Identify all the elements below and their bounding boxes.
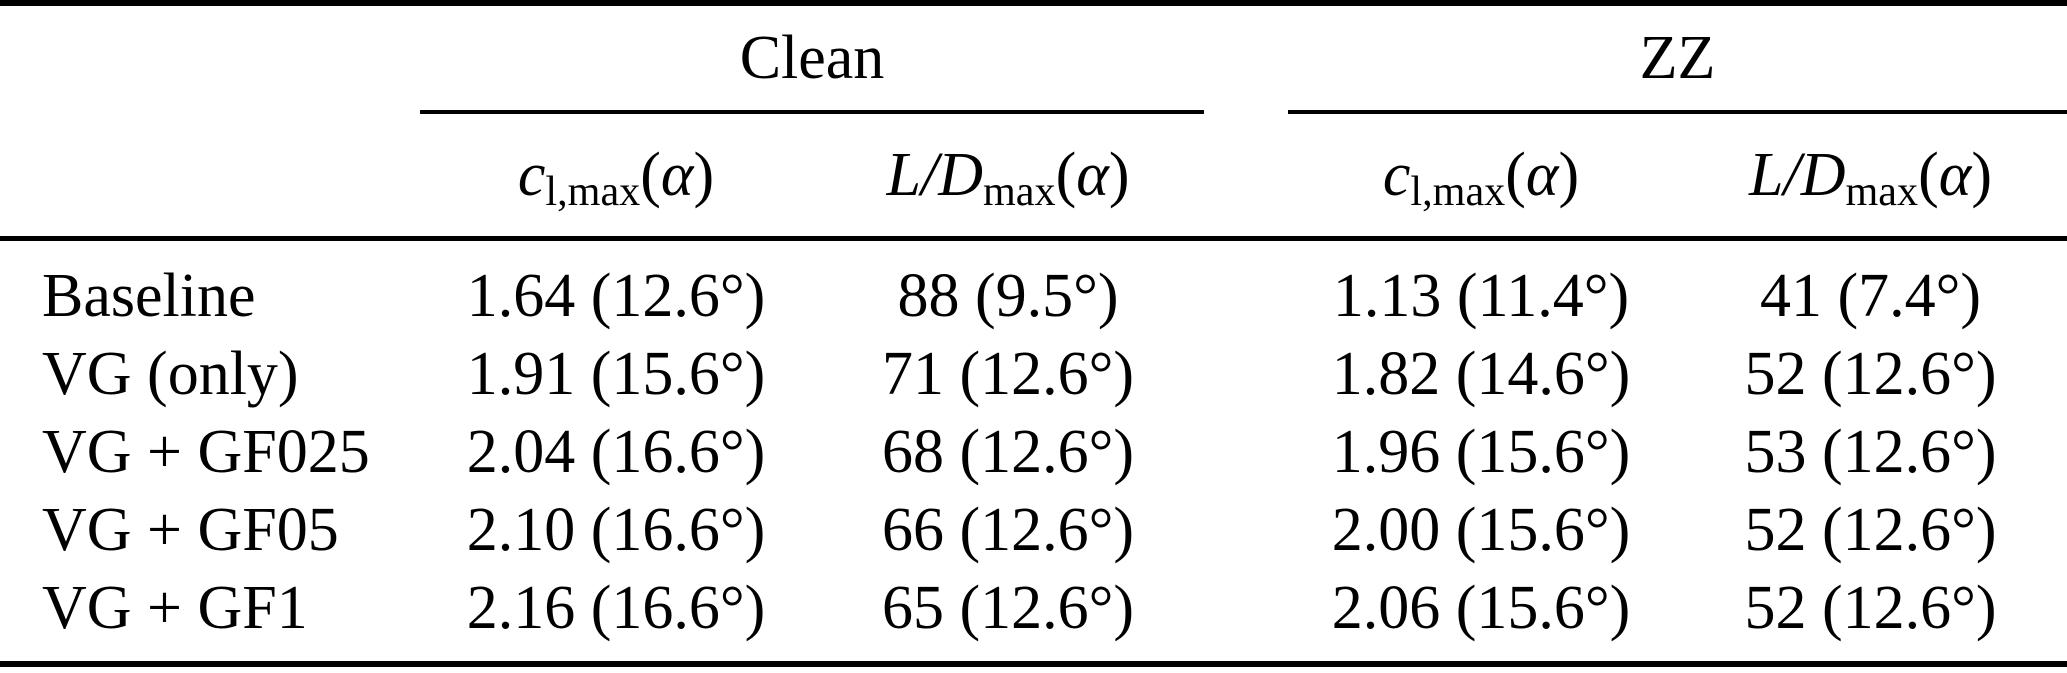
gap-cell xyxy=(1204,413,1288,491)
table-row-baseline: Baseline 1.64 (12.6°) 88 (9.5°) 1.13 (11… xyxy=(0,239,2067,336)
table-row-vg-gf025: VG + GF025 2.04 (16.6°) 68 (12.6°) 1.96 … xyxy=(0,413,2067,491)
group-header-clean: Clean xyxy=(420,3,1204,114)
math-var: L/D xyxy=(1749,140,1846,209)
cell-clean-ldmax: 65 (12.6°) xyxy=(812,569,1204,667)
math-paren-open: ( xyxy=(640,140,661,209)
cell-clean-ldmax: 71 (12.6°) xyxy=(881,339,1135,408)
math-subscript: l,max xyxy=(1410,167,1506,215)
row-label: VG + GF025 xyxy=(42,417,370,486)
cell-clean-clmax: 2.04 (16.6°) xyxy=(466,417,766,486)
cell-zz-ldmax: 52 (12.6°) xyxy=(1744,339,1997,408)
column-header-clmax-clean: cl,max(α) xyxy=(420,112,812,241)
math-alpha: α xyxy=(1938,140,1972,209)
gap-cell xyxy=(1204,491,1288,569)
math-alpha: α xyxy=(1076,140,1109,209)
cell-zz-ldmax: 52 (12.6°) xyxy=(1674,569,2067,667)
group-header-row: Clean ZZ xyxy=(0,3,2067,114)
group-header-zz-label: ZZ xyxy=(1639,23,1716,92)
gap-cell xyxy=(1204,569,1288,667)
cell-clean-clmax: 2.16 (16.6°) xyxy=(420,569,812,667)
math-alpha: α xyxy=(660,140,694,209)
cell-zz-clmax: 1.96 (15.6°) xyxy=(1331,417,1631,486)
math-paren-open: ( xyxy=(1055,140,1077,209)
cell-zz-ldmax: 52 (12.6°) xyxy=(1744,495,1997,564)
math-paren-close: ) xyxy=(1108,140,1130,209)
math-var: L/D xyxy=(886,140,984,209)
corner-cell xyxy=(0,3,420,112)
math-paren-close: ) xyxy=(693,140,715,209)
group-header-clean-label: Clean xyxy=(739,23,885,92)
column-header-ldmax-clean: L/Dmax(α) xyxy=(812,112,1204,241)
column-header-ldmax-zz: L/Dmax(α) xyxy=(1674,112,2067,241)
column-header-row: cl,max(α) L/Dmax(α) cl,max(α) L/Dmax(α) xyxy=(0,112,2067,241)
group-header-zz: ZZ xyxy=(1288,3,2067,114)
cell-clean-ldmax: 66 (12.6°) xyxy=(881,495,1135,564)
cell-zz-clmax: 1.13 (11.4°) xyxy=(1332,261,1630,330)
cell-zz-clmax: 2.00 (15.6°) xyxy=(1331,495,1631,564)
column-header-clmax-zz: cl,max(α) xyxy=(1288,112,1674,241)
table-row-vg-gf1: VG + GF1 2.16 (16.6°) 65 (12.6°) 2.06 (1… xyxy=(0,569,2067,667)
math-subscript: l,max xyxy=(545,167,641,215)
table-row-vg-only: VG (only) 1.91 (15.6°) 71 (12.6°) 1.82 (… xyxy=(0,335,2067,413)
cell-zz-ldmax: 41 (7.4°) xyxy=(1759,261,1982,330)
column-header-gap xyxy=(1204,112,1288,241)
cell-zz-ldmax: 53 (12.6°) xyxy=(1744,417,1997,486)
row-label: VG + GF1 xyxy=(0,569,420,667)
math-paren-close: ) xyxy=(1971,140,1992,209)
math-var: c xyxy=(1382,140,1411,209)
row-label: VG + GF05 xyxy=(42,495,339,564)
column-header-empty xyxy=(0,112,420,241)
cell-clean-ldmax: 88 (9.5°) xyxy=(897,261,1119,330)
math-var: c xyxy=(517,140,546,209)
gap-cell xyxy=(1204,239,1288,336)
cell-zz-clmax: 1.82 (14.6°) xyxy=(1331,339,1631,408)
cell-clean-clmax: 1.64 (12.6°) xyxy=(466,261,766,330)
row-label: VG (only) xyxy=(42,339,299,408)
math-paren-open: ( xyxy=(1918,140,1939,209)
row-label: Baseline xyxy=(42,261,256,330)
cell-zz-clmax: 2.06 (15.6°) xyxy=(1288,569,1674,667)
cell-clean-clmax: 1.91 (15.6°) xyxy=(466,339,766,408)
math-paren-open: ( xyxy=(1505,140,1526,209)
group-gap-cell xyxy=(1204,3,1288,112)
math-subscript: max xyxy=(1845,167,1919,215)
math-paren-close: ) xyxy=(1558,140,1580,209)
cell-clean-ldmax: 68 (12.6°) xyxy=(881,417,1135,486)
cell-clean-clmax: 2.10 (16.6°) xyxy=(466,495,766,564)
gap-cell xyxy=(1204,335,1288,413)
math-subscript: max xyxy=(983,167,1056,215)
table-row-vg-gf05: VG + GF05 2.10 (16.6°) 66 (12.6°) 2.00 (… xyxy=(0,491,2067,569)
math-alpha: α xyxy=(1525,140,1559,209)
